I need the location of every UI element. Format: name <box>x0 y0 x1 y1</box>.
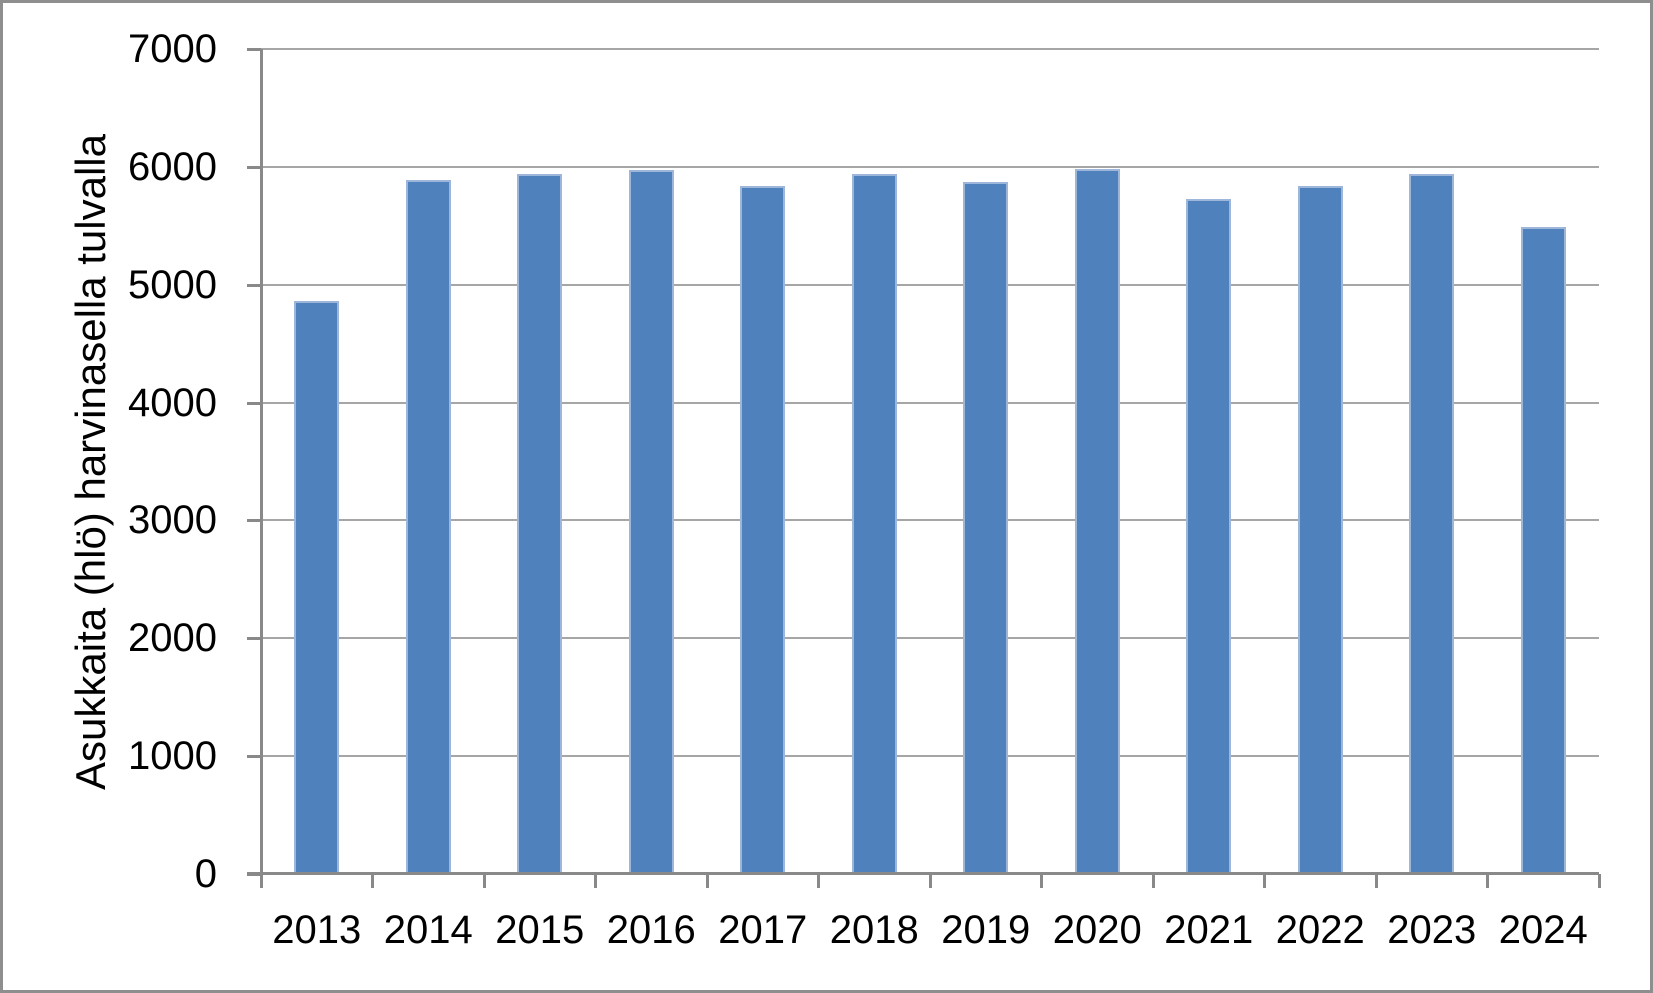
bar-2013 <box>294 301 340 874</box>
x-tick-0 <box>259 874 263 888</box>
x-tick-9 <box>1263 874 1266 888</box>
y-tick-1000 <box>247 755 261 759</box>
y-tick-6000 <box>247 165 261 169</box>
x-tick-2 <box>482 874 486 888</box>
y-tick-2000 <box>247 637 261 641</box>
y-axis-title-text: Asukkaita (hlö) harvinasella tulvalla <box>67 133 115 790</box>
y-tick-label: 0 <box>194 852 217 896</box>
x-tick-label: 2019 <box>941 908 1031 952</box>
y-tick-7000 <box>247 48 261 51</box>
x-tick-label: 2024 <box>1498 908 1588 952</box>
x-tick-label: 2015 <box>495 908 585 952</box>
x-tick-label: 2022 <box>1275 908 1365 952</box>
bar-2018 <box>851 173 897 874</box>
bar-2019 <box>963 182 1009 874</box>
gridline-3000 <box>261 519 1599 522</box>
x-tick-label: 2021 <box>1164 908 1254 952</box>
x-tick-1 <box>371 874 374 888</box>
bar-2014 <box>405 179 451 874</box>
y-tick-label: 4000 <box>128 380 217 425</box>
y-tick-4000 <box>247 401 261 405</box>
x-tick-8 <box>1151 874 1155 888</box>
x-tick-10 <box>1374 874 1378 888</box>
y-tick-label: 7000 <box>128 27 217 71</box>
x-tick-label: 2013 <box>272 908 362 952</box>
bar-2015 <box>517 173 563 874</box>
y-tick-label: 2000 <box>128 616 217 661</box>
x-tick-label: 2018 <box>829 908 919 952</box>
gridline-4000 <box>261 401 1599 404</box>
y-axis-line <box>260 49 263 888</box>
x-tick-label: 2016 <box>606 908 696 952</box>
x-axis-line <box>247 872 1599 875</box>
x-tick-6 <box>928 874 932 888</box>
bar-2022 <box>1297 185 1343 874</box>
x-tick-4 <box>705 874 709 888</box>
y-tick-label: 1000 <box>128 734 217 779</box>
bar-2017 <box>740 185 786 874</box>
x-tick-5 <box>817 874 820 888</box>
x-tick-label: 2017 <box>718 908 808 952</box>
y-tick-5000 <box>247 283 261 287</box>
y-tick-label: 5000 <box>128 262 217 307</box>
x-tick-7 <box>1040 874 1043 888</box>
x-tick-label: 2023 <box>1387 908 1477 952</box>
gridline-2000 <box>261 637 1599 640</box>
bar-2024 <box>1520 226 1566 874</box>
bar-2023 <box>1409 173 1455 874</box>
bar-2016 <box>628 170 674 874</box>
x-tick-3 <box>594 874 597 888</box>
y-tick-label: 6000 <box>128 144 217 189</box>
gridline-6000 <box>261 165 1599 168</box>
x-tick-11 <box>1486 874 1489 888</box>
gridline-5000 <box>261 283 1599 286</box>
y-tick-0 <box>247 873 261 876</box>
x-tick-label: 2014 <box>383 908 473 952</box>
y-tick-label: 3000 <box>128 498 217 543</box>
x-tick-label: 2020 <box>1052 908 1142 952</box>
x-tick-12 <box>1597 874 1601 888</box>
bar-2021 <box>1186 198 1232 874</box>
gridline-1000 <box>261 755 1599 758</box>
gridline-7000 <box>261 48 1599 50</box>
bar-2020 <box>1074 169 1120 874</box>
plot-area: 0 1000 2000 3000 4000 5000 6000 7000 2013 2014 201… <box>128 28 1601 951</box>
y-tick-3000 <box>247 519 261 523</box>
